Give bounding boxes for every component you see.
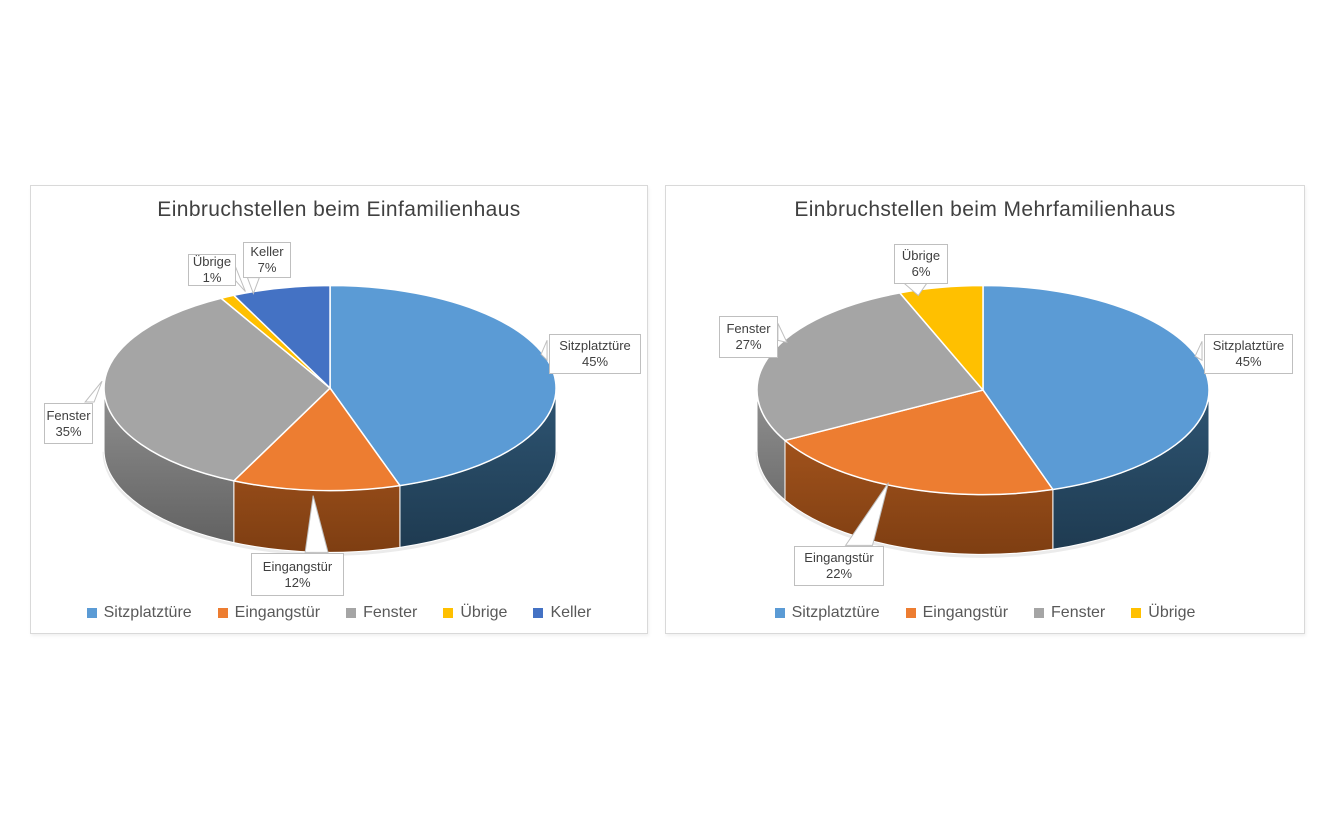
legend-swatch-icon	[533, 608, 544, 618]
legend-label: Sitzplatztüre	[103, 604, 192, 621]
legend-swatch-icon	[217, 608, 228, 618]
pie-chart-3d-einfamilienhaus	[84, 266, 558, 556]
legend-label: Eingangstür	[234, 604, 321, 621]
legend-swatch-icon	[774, 608, 785, 618]
legend-item-sitzplatztüre: Sitzplatztüre	[86, 604, 192, 622]
legend-swatch-icon	[346, 608, 357, 618]
pie-chart-3d-mehrfamilienhaus	[755, 282, 1211, 558]
legend-item-keller: Keller	[533, 604, 591, 622]
label-pointer-fenster	[777, 323, 788, 344]
label-pointer-sitzplatztüre	[540, 340, 548, 362]
label-pointer-eingangstür	[304, 495, 329, 553]
pie-slice-fenster	[103, 297, 331, 482]
legend-label: Fenster	[1051, 604, 1106, 621]
legend-item-fenster: Fenster	[346, 604, 417, 622]
legend-label: Übrige	[460, 604, 508, 621]
legend-label: Eingangstür	[922, 604, 1009, 621]
label-pointer-sitzplatztüre	[1194, 341, 1203, 362]
legend-label: Keller	[550, 604, 592, 621]
legend-swatch-icon	[1034, 608, 1045, 618]
legend-item-eingangstür: Eingangstür	[217, 604, 321, 622]
pie-slice-keller	[233, 284, 331, 389]
pie-slice-eingangstür	[233, 387, 401, 492]
legend-swatch-icon	[905, 608, 916, 618]
legend-item-übrige: Übrige	[443, 604, 507, 622]
label-pointer-fenster	[84, 380, 103, 403]
chart-title-einfamilienhaus: Einbruchstellen beim Einfamilienhaus	[157, 198, 521, 221]
label-pointer-übrige	[234, 266, 246, 292]
legend-label: Übrige	[1148, 604, 1196, 621]
legend-item-fenster: Fenster	[1034, 604, 1105, 622]
legend-item-eingangstür: Eingangstür	[905, 604, 1009, 622]
legend-einfamilienhaus: Sitzplatztüre Eingangstür Fenster Übrige Kel…	[31, 600, 647, 626]
chart-title-mehrfamilienhaus: Einbruchstellen beim Mehrfamilienhaus	[794, 198, 1176, 221]
legend-item-übrige: Übrige	[1131, 604, 1195, 622]
legend-swatch-icon	[86, 608, 97, 618]
chart-panel-einfamilienhaus: Einbruchstellen beim Einfamilienhaus Sit…	[30, 185, 648, 634]
legend-swatch-icon	[1131, 608, 1142, 618]
label-pointer-eingangstür	[844, 482, 889, 546]
legend-mehrfamilienhaus: Sitzplatztüre Eingangstür Fenster Übrige	[666, 600, 1304, 626]
chart-panel-mehrfamilienhaus: Einbruchstellen beim Mehrfamilienhaus Si…	[665, 185, 1305, 634]
legend-label: Sitzplatztüre	[791, 604, 880, 621]
pie-slice-übrige	[899, 284, 984, 391]
legend-item-sitzplatztüre: Sitzplatztüre	[774, 604, 880, 622]
legend-swatch-icon	[443, 608, 454, 618]
pie-slice-eingangstür	[784, 389, 1054, 496]
legend-label: Fenster	[363, 604, 418, 621]
pie-ground-shadow	[755, 451, 1211, 558]
